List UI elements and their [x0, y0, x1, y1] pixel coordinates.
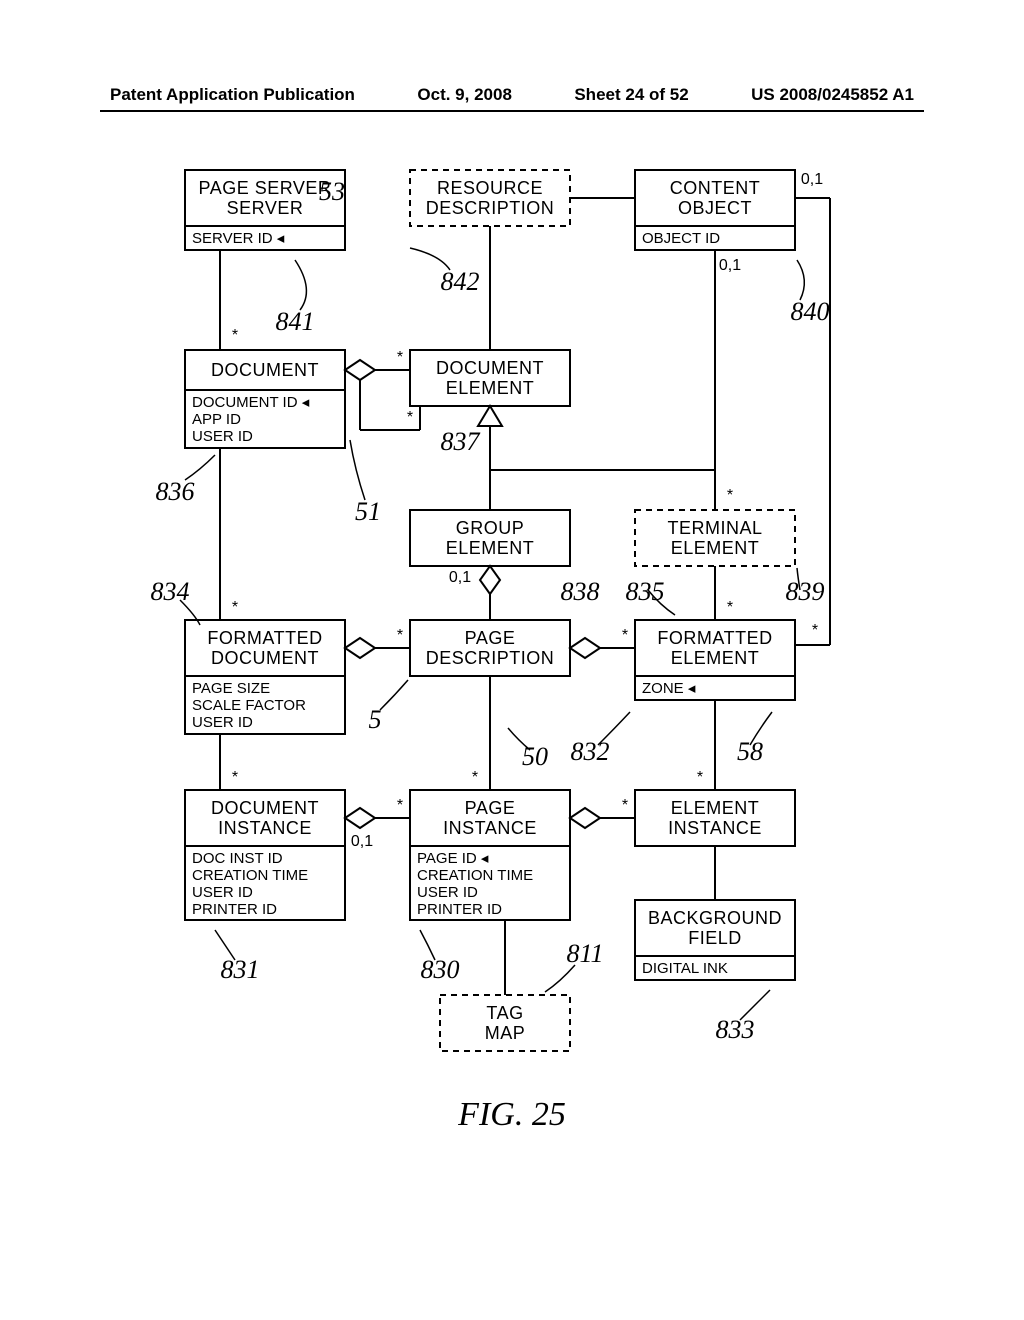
- svg-text:DOCUMENTINSTANCE: DOCUMENTINSTANCE: [211, 798, 319, 838]
- svg-text:FORMATTEDDOCUMENT: FORMATTEDDOCUMENT: [207, 628, 322, 668]
- header-pubno: US 2008/0245852 A1: [751, 85, 914, 105]
- a: SERVER ID ◂: [192, 230, 285, 247]
- ref-840: 840: [791, 297, 830, 326]
- svg-text:PAGEDESCRIPTION: PAGEDESCRIPTION: [426, 628, 555, 668]
- header-date: Oct. 9, 2008: [417, 85, 512, 105]
- box-tag-map: TAGMAP: [440, 995, 570, 1051]
- svg-text:CONTENTOBJECT: CONTENTOBJECT: [670, 178, 761, 218]
- svg-text:SCALE FACTOR: SCALE FACTOR: [192, 697, 306, 714]
- svg-text:DOCUMENTELEMENT: DOCUMENTELEMENT: [436, 358, 544, 398]
- svg-text:DIGITAL INK: DIGITAL INK: [642, 960, 728, 977]
- svg-text:OBJECT ID: OBJECT ID: [642, 230, 720, 247]
- ref-838: 838: [561, 577, 600, 606]
- m: *: [727, 487, 733, 504]
- svg-text:USER ID: USER ID: [192, 884, 253, 901]
- ref-842: 842: [441, 267, 480, 296]
- svg-text:PRINTER ID: PRINTER ID: [192, 901, 277, 918]
- box-formatted-element: FORMATTEDELEMENT ZONE ◂: [635, 620, 795, 700]
- ref-837: 837: [441, 427, 481, 456]
- mult-co: 0,1: [801, 171, 823, 188]
- svg-text:PRINTER ID: PRINTER ID: [417, 901, 502, 918]
- m: *: [397, 627, 403, 644]
- box-resource-description: RESOURCEDESCRIPTION: [410, 170, 570, 226]
- ref-58: 58: [737, 737, 763, 766]
- m: *: [697, 769, 703, 786]
- ref-831: 831: [221, 955, 260, 984]
- svg-text:CREATION TIME: CREATION TIME: [192, 867, 308, 884]
- svg-text:ZONE ◂: ZONE ◂: [642, 680, 696, 697]
- box-element-instance: ELEMENTINSTANCE: [635, 790, 795, 846]
- figure-caption: FIG. 25: [457, 1096, 566, 1133]
- svg-text:DOCUMENT: DOCUMENT: [211, 360, 319, 380]
- ref-834: 834: [151, 577, 190, 606]
- m: *: [232, 769, 238, 786]
- svg-text:FORMATTEDELEMENT: FORMATTEDELEMENT: [657, 628, 772, 668]
- m: *: [232, 599, 238, 616]
- svg-text:USER ID: USER ID: [417, 884, 478, 901]
- box-formatted-document: FORMATTEDDOCUMENT PAGE SIZE SCALE FACTOR…: [185, 620, 345, 734]
- svg-text:USER ID: USER ID: [192, 714, 253, 731]
- svg-text:TERMINALELEMENT: TERMINALELEMENT: [667, 518, 762, 558]
- ref-832: 832: [571, 737, 610, 766]
- m: 0,1: [351, 833, 373, 850]
- box-document: DOCUMENT DOCUMENT ID ◂ APP ID USER ID: [185, 350, 345, 448]
- ref-839: 839: [786, 577, 825, 606]
- t: PAGE SERVER: [199, 178, 332, 198]
- diagram: PAGE SERVERSERVER SERVER ID ◂ 53 RESOURC…: [100, 140, 924, 1240]
- m: *: [397, 349, 403, 366]
- svg-text:BACKGROUNDFIELD: BACKGROUNDFIELD: [648, 908, 782, 948]
- svg-text:PAGEINSTANCE: PAGEINSTANCE: [443, 798, 537, 838]
- ref-841: 841: [276, 307, 315, 336]
- box-group-element: GROUPELEMENT: [410, 510, 570, 566]
- m: *: [397, 797, 403, 814]
- m: *: [622, 797, 628, 814]
- m: 0,1: [719, 257, 741, 274]
- box-page-description: PAGEDESCRIPTION: [410, 620, 570, 676]
- header-pub: Patent Application Publication: [110, 85, 355, 105]
- m: *: [407, 409, 413, 426]
- svg-text:PAGE SERVERSERVER: PAGE SERVERSERVER: [199, 178, 332, 218]
- m: *: [812, 622, 818, 639]
- ref-833: 833: [716, 1015, 755, 1044]
- header-rule: [100, 110, 924, 112]
- ref-836: 836: [156, 477, 195, 506]
- box-document-element: DOCUMENTELEMENT: [410, 350, 570, 406]
- box-content-object: CONTENTOBJECT OBJECT ID: [635, 170, 795, 250]
- m: *: [727, 599, 733, 616]
- svg-text:CREATION TIME: CREATION TIME: [417, 867, 533, 884]
- svg-text:DOC INST ID: DOC INST ID: [192, 850, 283, 867]
- ref-53: 53: [319, 177, 345, 206]
- svg-text:TAGMAP: TAGMAP: [485, 1003, 526, 1043]
- m: *: [232, 327, 238, 344]
- svg-text:PAGE ID ◂: PAGE ID ◂: [417, 850, 489, 867]
- page-header: Patent Application Publication Oct. 9, 2…: [0, 85, 1024, 105]
- svg-text:ELEMENTINSTANCE: ELEMENTINSTANCE: [668, 798, 762, 838]
- svg-text:DOCUMENT ID ◂: DOCUMENT ID ◂: [192, 394, 310, 411]
- ref-51: 51: [355, 497, 381, 526]
- m: *: [472, 769, 478, 786]
- svg-text:GROUPELEMENT: GROUPELEMENT: [446, 518, 535, 558]
- header-sheet: Sheet 24 of 52: [574, 85, 688, 105]
- ref-830: 830: [421, 955, 460, 984]
- svg-text:RESOURCEDESCRIPTION: RESOURCEDESCRIPTION: [426, 178, 555, 218]
- ref-5: 5: [369, 705, 382, 734]
- svg-text:PAGE SIZE: PAGE SIZE: [192, 680, 270, 697]
- m: 0,1: [449, 569, 471, 586]
- m: *: [622, 627, 628, 644]
- box-background-field: BACKGROUNDFIELD DIGITAL INK: [635, 900, 795, 980]
- box-document-instance: DOCUMENTINSTANCE DOC INST ID CREATION TI…: [185, 790, 345, 920]
- svg-text:APP ID: APP ID: [192, 411, 241, 428]
- box-terminal-element: TERMINALELEMENT: [635, 510, 795, 566]
- ref-811: 811: [566, 939, 603, 968]
- svg-text:USER ID: USER ID: [192, 428, 253, 445]
- box-page-instance: PAGEINSTANCE PAGE ID ◂ CREATION TIME USE…: [410, 790, 570, 920]
- page: Patent Application Publication Oct. 9, 2…: [0, 0, 1024, 1320]
